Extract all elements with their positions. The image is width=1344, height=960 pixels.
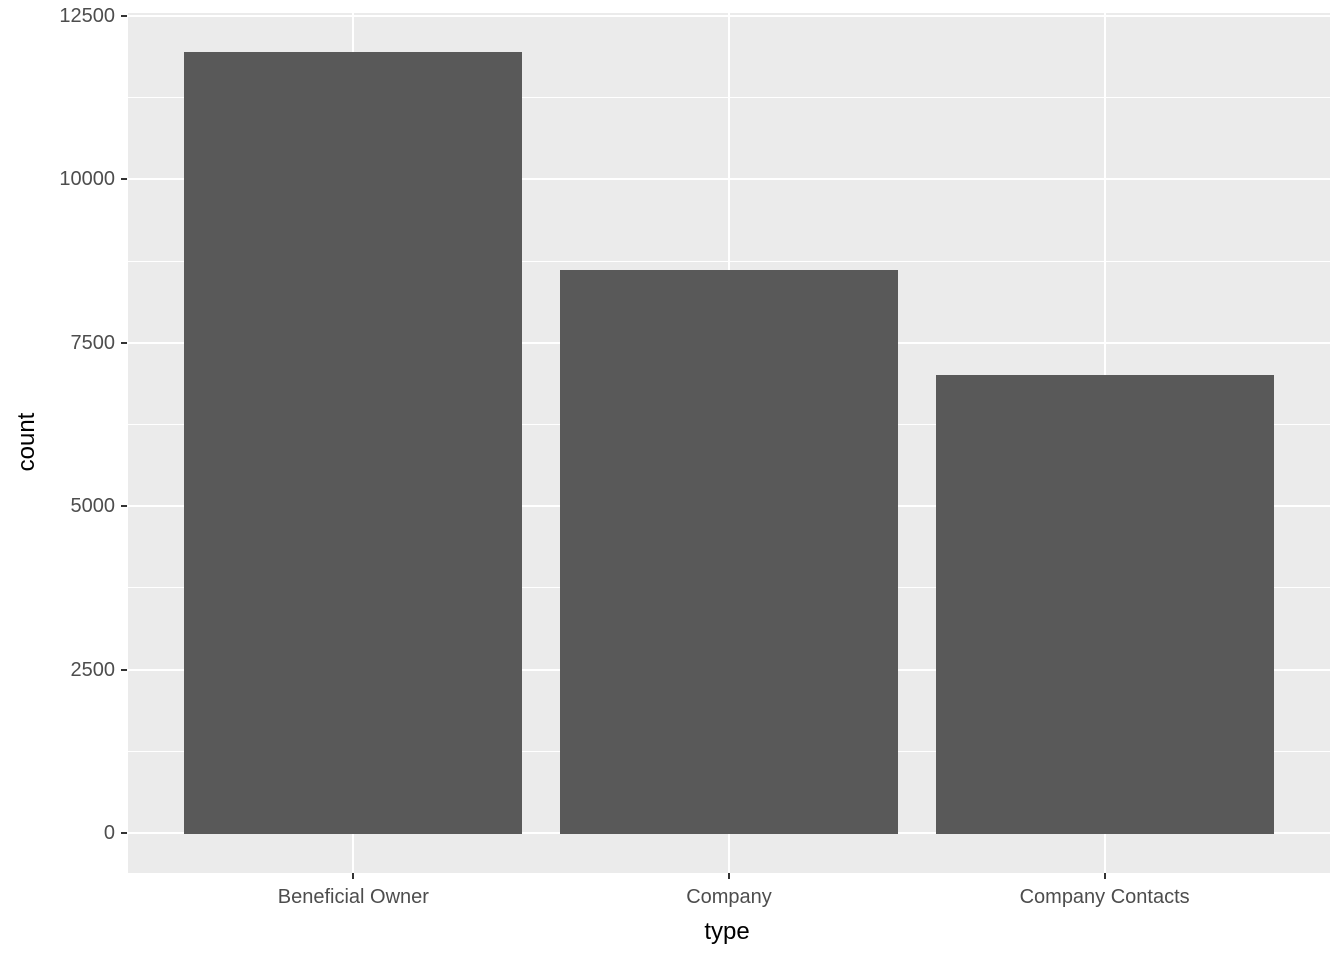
bar-company-contacts xyxy=(935,375,1274,834)
x-axis-category-label: Beneficial Owner xyxy=(277,886,429,908)
x-axis-title: type xyxy=(704,918,750,945)
y-axis-tick-label: 2500 xyxy=(70,658,116,681)
x-axis-category-label: Company Contacts xyxy=(1019,886,1190,908)
y-axis-tick-label: 5000 xyxy=(70,495,116,518)
x-axis-tick-mark xyxy=(728,873,730,879)
bar-beneficial-owner xyxy=(184,51,523,834)
y-axis-tick-mark xyxy=(121,341,127,344)
y-axis-tick-label: 0 xyxy=(103,822,115,844)
x-axis-tick-mark xyxy=(352,873,355,879)
y-axis-title: count xyxy=(13,412,40,472)
bar-company xyxy=(559,269,899,834)
x-axis-tick-mark xyxy=(1103,873,1106,879)
y-axis-tick-mark xyxy=(121,505,127,508)
y-axis-tick-mark xyxy=(121,668,127,671)
x-axis-category-label: Company xyxy=(686,886,772,908)
y-axis-tick-label: 10000 xyxy=(59,168,115,191)
y-axis-tick-label: 12500 xyxy=(59,5,115,27)
y-axis-tick-mark xyxy=(121,178,127,181)
y-axis-tick-mark xyxy=(121,832,127,834)
y-axis-tick-label: 7500 xyxy=(70,331,116,354)
plot-panel xyxy=(128,13,1330,873)
y-axis-tick-mark xyxy=(121,15,127,17)
